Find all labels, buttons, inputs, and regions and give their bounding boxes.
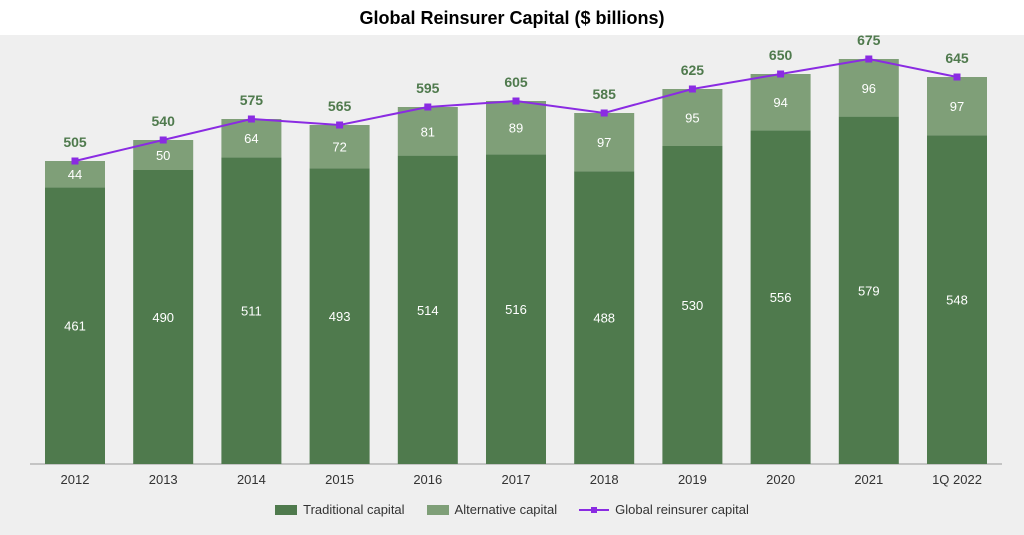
- bar-alternative: [397, 107, 458, 156]
- marker-total: [865, 55, 873, 63]
- label-traditional: 493: [329, 309, 351, 324]
- label-alternative: 44: [68, 167, 82, 182]
- legend-item-traditional: Traditional capital: [275, 502, 405, 517]
- label-alternative: 97: [950, 99, 964, 114]
- bar-traditional: [309, 168, 370, 464]
- marker-total: [953, 73, 961, 81]
- label-traditional: 548: [946, 293, 968, 308]
- label-total: 650: [769, 47, 793, 63]
- bar-alternative: [750, 74, 811, 131]
- bar-traditional: [486, 154, 546, 464]
- label-traditional: 556: [770, 290, 792, 305]
- x-tick-label: 2014: [237, 472, 266, 487]
- marker-total: [71, 157, 79, 165]
- label-total: 645: [945, 50, 969, 66]
- bar-alternative: [927, 77, 987, 136]
- label-alternative: 96: [862, 81, 876, 96]
- label-total: 595: [416, 80, 440, 96]
- legend: Traditional capital Alternative capital …: [0, 502, 1024, 517]
- label-total: 585: [593, 86, 617, 102]
- label-total: 540: [152, 113, 176, 129]
- bar-traditional: [45, 187, 105, 464]
- label-traditional: 530: [682, 298, 704, 313]
- label-alternative: 89: [509, 121, 523, 136]
- bar-traditional: [133, 170, 194, 464]
- legend-label-alternative: Alternative capital: [454, 502, 558, 517]
- x-tick-label: 2020: [766, 472, 795, 487]
- label-alternative: 81: [421, 124, 435, 139]
- label-total: 505: [63, 134, 87, 150]
- label-total: 675: [857, 32, 881, 48]
- label-alternative: 95: [685, 111, 699, 126]
- x-tick-label: 2013: [149, 472, 178, 487]
- label-total: 605: [504, 74, 528, 90]
- label-traditional: 461: [64, 319, 86, 334]
- bar-traditional: [662, 146, 723, 464]
- marker-total: [336, 121, 344, 129]
- x-tick-label: 2016: [413, 472, 442, 487]
- legend-item-total: Global reinsurer capital: [579, 502, 749, 517]
- x-tick-label: 2017: [502, 472, 531, 487]
- label-traditional: 579: [858, 283, 880, 298]
- marker-total: [159, 136, 167, 144]
- marker-total: [688, 85, 696, 93]
- bar-alternative: [309, 125, 370, 169]
- label-alternative: 64: [244, 131, 258, 146]
- bar-traditional: [397, 155, 458, 464]
- bar-traditional: [838, 116, 899, 464]
- bar-traditional: [574, 171, 635, 464]
- label-alternative: 94: [773, 95, 787, 110]
- label-traditional: 490: [152, 310, 174, 325]
- bar-alternative: [221, 119, 282, 158]
- legend-label-traditional: Traditional capital: [303, 502, 405, 517]
- label-total: 575: [240, 92, 264, 108]
- legend-item-alternative: Alternative capital: [426, 502, 558, 517]
- x-tick-label: 2018: [590, 472, 619, 487]
- label-alternative: 72: [332, 140, 346, 155]
- label-traditional: 514: [417, 303, 439, 318]
- label-total: 565: [328, 98, 352, 114]
- bar-alternative: [45, 161, 105, 188]
- x-tick-label: 1Q 2022: [932, 472, 982, 487]
- legend-swatch-traditional: [275, 504, 298, 515]
- label-alternative: 97: [597, 135, 611, 150]
- bar-alternative: [486, 101, 546, 155]
- label-traditional: 516: [505, 302, 527, 317]
- bar-alternative: [662, 89, 723, 146]
- bar-alternative: [574, 113, 635, 172]
- x-tick-label: 2021: [854, 472, 883, 487]
- x-tick-label: 2015: [325, 472, 354, 487]
- bar-alternative: [838, 59, 899, 117]
- marker-total: [600, 109, 608, 117]
- label-traditional: 511: [241, 304, 262, 319]
- x-tick-label: 2019: [678, 472, 707, 487]
- legend-swatch-total: [579, 505, 610, 515]
- label-total: 625: [681, 62, 705, 78]
- chart-title: Global Reinsurer Capital ($ billions): [359, 8, 665, 28]
- bar-traditional: [927, 135, 987, 464]
- bar-traditional: [221, 157, 282, 464]
- marker-total: [247, 115, 255, 123]
- legend-swatch-alternative: [426, 504, 449, 515]
- label-alternative: 50: [156, 148, 170, 163]
- bar-traditional: [750, 130, 811, 464]
- marker-total: [512, 97, 520, 105]
- label-traditional: 488: [593, 311, 615, 326]
- legend-label-total: Global reinsurer capital: [615, 502, 749, 517]
- marker-total: [424, 103, 432, 111]
- marker-total: [777, 70, 785, 78]
- x-tick-label: 2012: [61, 472, 90, 487]
